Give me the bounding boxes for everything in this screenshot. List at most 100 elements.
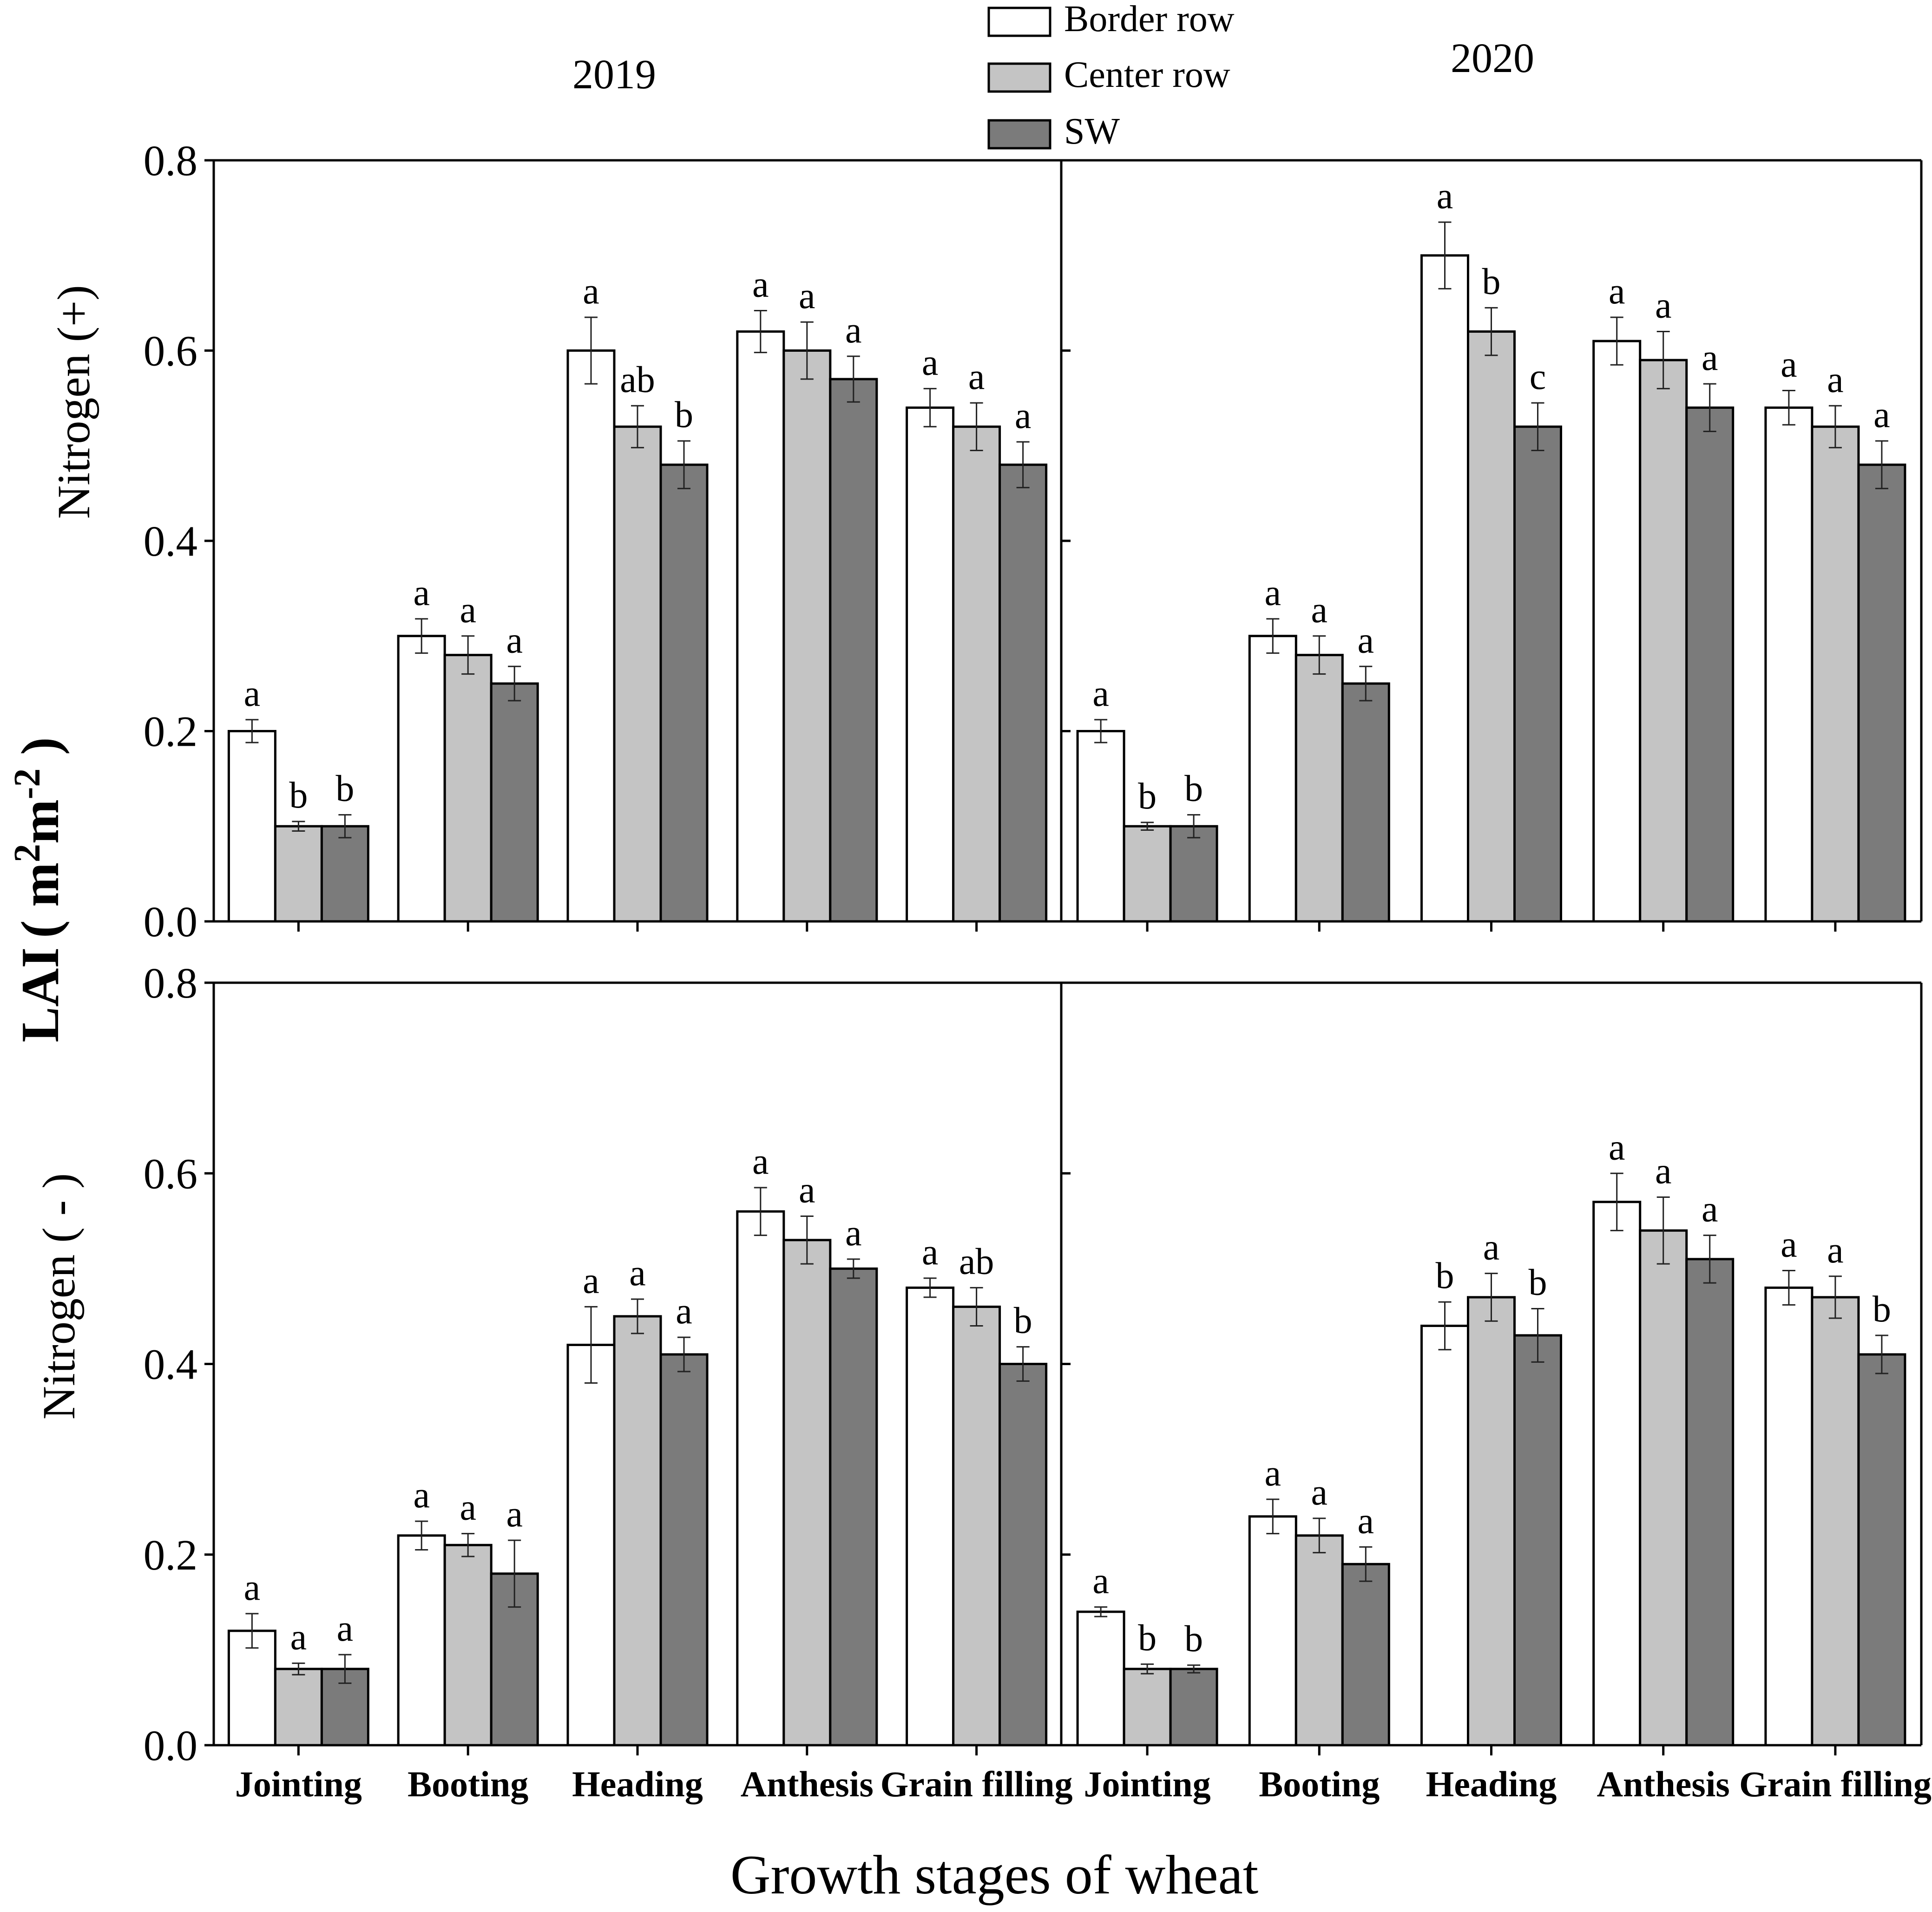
x-tick-label-jointing: Jointing — [1084, 1764, 1211, 1804]
y-tick-label: 0.8 — [144, 959, 197, 1007]
bar-border-row-jointing — [1076, 1610, 1125, 1747]
legend-label-center-row: Center row — [1064, 54, 1230, 95]
significance-letter: a — [1092, 673, 1109, 714]
significance-letter: b — [1436, 1255, 1454, 1296]
bar-border-row-anthesis — [736, 1210, 785, 1747]
x-tick-label-grain-filling: Grain filling — [881, 1764, 1073, 1804]
significance-letter: b — [1873, 1289, 1891, 1330]
x-tick-label-anthesis: Anthesis — [1597, 1764, 1730, 1804]
significance-letter: a — [413, 1475, 430, 1516]
significance-letter: a — [413, 572, 430, 613]
significance-letter: a — [845, 1213, 862, 1254]
significance-letter: a — [1358, 620, 1374, 661]
y-axis-label-unit: ( m2m-2 ) — [7, 737, 70, 938]
y-tick-label: 0.6 — [144, 328, 197, 375]
legend-swatch-border-row — [987, 7, 1051, 37]
significance-letter: a — [1702, 1189, 1718, 1230]
bar-sw-booting — [490, 682, 539, 923]
bar-border-row-heading — [1420, 1324, 1469, 1747]
bar-border-row-grain-filling — [906, 406, 955, 923]
bar-sw-grain-filling — [999, 1363, 1048, 1747]
significance-letter: a — [1609, 1127, 1625, 1168]
bar-center-row-booting — [443, 1544, 493, 1747]
bar-border-row-grain-filling — [906, 1286, 955, 1747]
legend-swatch-center-row — [987, 62, 1051, 93]
significance-letter: a — [676, 1291, 692, 1332]
significance-letter: a — [460, 590, 476, 631]
bar-center-row-anthesis — [1639, 1229, 1688, 1747]
significance-letter: a — [1655, 1151, 1672, 1192]
significance-letter: a — [1702, 337, 1718, 378]
significance-letter: a — [799, 1170, 815, 1211]
bar-sw-anthesis — [829, 1267, 878, 1747]
bar-center-row-booting — [1295, 1534, 1344, 1747]
bar-border-row-anthesis — [1592, 1201, 1642, 1747]
significance-letter: a — [1827, 1230, 1844, 1271]
significance-letter: a — [922, 342, 939, 383]
bar-border-row-grain-filling — [1764, 406, 1814, 923]
significance-letter: a — [1781, 344, 1797, 385]
bar-sw-jointing — [1169, 1668, 1218, 1747]
significance-letter: a — [583, 1260, 599, 1301]
bar-center-row-anthesis — [782, 349, 832, 923]
bar-border-row-heading — [566, 349, 616, 923]
significance-letter: b — [1014, 1301, 1032, 1341]
y-tick-label: 0.6 — [144, 1150, 197, 1198]
significance-letter: a — [1311, 1472, 1328, 1513]
bar-sw-anthesis — [1685, 406, 1735, 923]
bar-border-row-heading — [1420, 254, 1469, 923]
significance-letter: b — [675, 394, 693, 435]
significance-letter: a — [460, 1487, 476, 1528]
legend: Border row Center row SW — [987, 0, 1235, 152]
significance-letter: a — [922, 1232, 939, 1273]
significance-letter: a — [1437, 176, 1453, 217]
bar-center-row-grain-filling — [952, 425, 1001, 923]
significance-letter: a — [1873, 394, 1890, 435]
significance-letter: a — [752, 264, 769, 305]
bar-center-row-booting — [443, 654, 493, 923]
significance-letter: a — [583, 271, 599, 312]
significance-letter: a — [244, 1567, 261, 1608]
bar-border-row-booting — [1248, 1515, 1297, 1747]
significance-letter: a — [629, 1253, 646, 1294]
bar-border-row-grain-filling — [1764, 1286, 1814, 1747]
bar-center-row-anthesis — [1639, 359, 1688, 923]
y-axis-label: LAI ( m2m-2 ) — [7, 737, 70, 1043]
x-tick-label-jointing: Jointing — [235, 1764, 362, 1804]
significance-letter: a — [1781, 1224, 1797, 1265]
y-tick-label: 0.4 — [144, 1341, 197, 1389]
x-tick-label-heading: Heading — [1426, 1764, 1557, 1804]
significance-letter: a — [506, 620, 523, 661]
bar-center-row-grain-filling — [1811, 1296, 1860, 1747]
bar-sw-grain-filling — [1857, 463, 1906, 923]
bar-border-row-heading — [566, 1343, 616, 1747]
significance-letter: ab — [959, 1241, 994, 1282]
significance-letter: a — [1092, 1561, 1109, 1602]
x-tick-label-heading: Heading — [572, 1764, 703, 1804]
y-tick-label: 0.4 — [144, 518, 197, 565]
legend-label-sw: SW — [1064, 111, 1120, 152]
significance-letter: a — [1609, 271, 1625, 312]
y-tick-label: 0.2 — [144, 1531, 197, 1579]
significance-letter: a — [1015, 395, 1032, 436]
significance-letter: b — [1138, 1618, 1157, 1659]
bar-sw-heading — [659, 1353, 709, 1747]
bar-center-row-heading — [613, 1315, 662, 1747]
bar-sw-heading — [1513, 1334, 1562, 1747]
significance-letter: a — [1358, 1500, 1374, 1541]
bar-center-row-heading — [1467, 330, 1516, 923]
x-axis-label: Growth stages of wheat — [730, 1844, 1258, 1905]
bar-center-row-grain-filling — [952, 1305, 1001, 1747]
bar-center-row-booting — [1295, 654, 1344, 923]
significance-letter: ab — [620, 359, 655, 400]
row-label-nitrogen-minus: Nitrogen ( - ) — [33, 1173, 85, 1419]
bar-border-row-jointing — [227, 730, 276, 923]
bar-sw-heading — [1513, 425, 1562, 923]
significance-letter: a — [752, 1141, 769, 1182]
bar-center-row-jointing — [274, 825, 323, 923]
